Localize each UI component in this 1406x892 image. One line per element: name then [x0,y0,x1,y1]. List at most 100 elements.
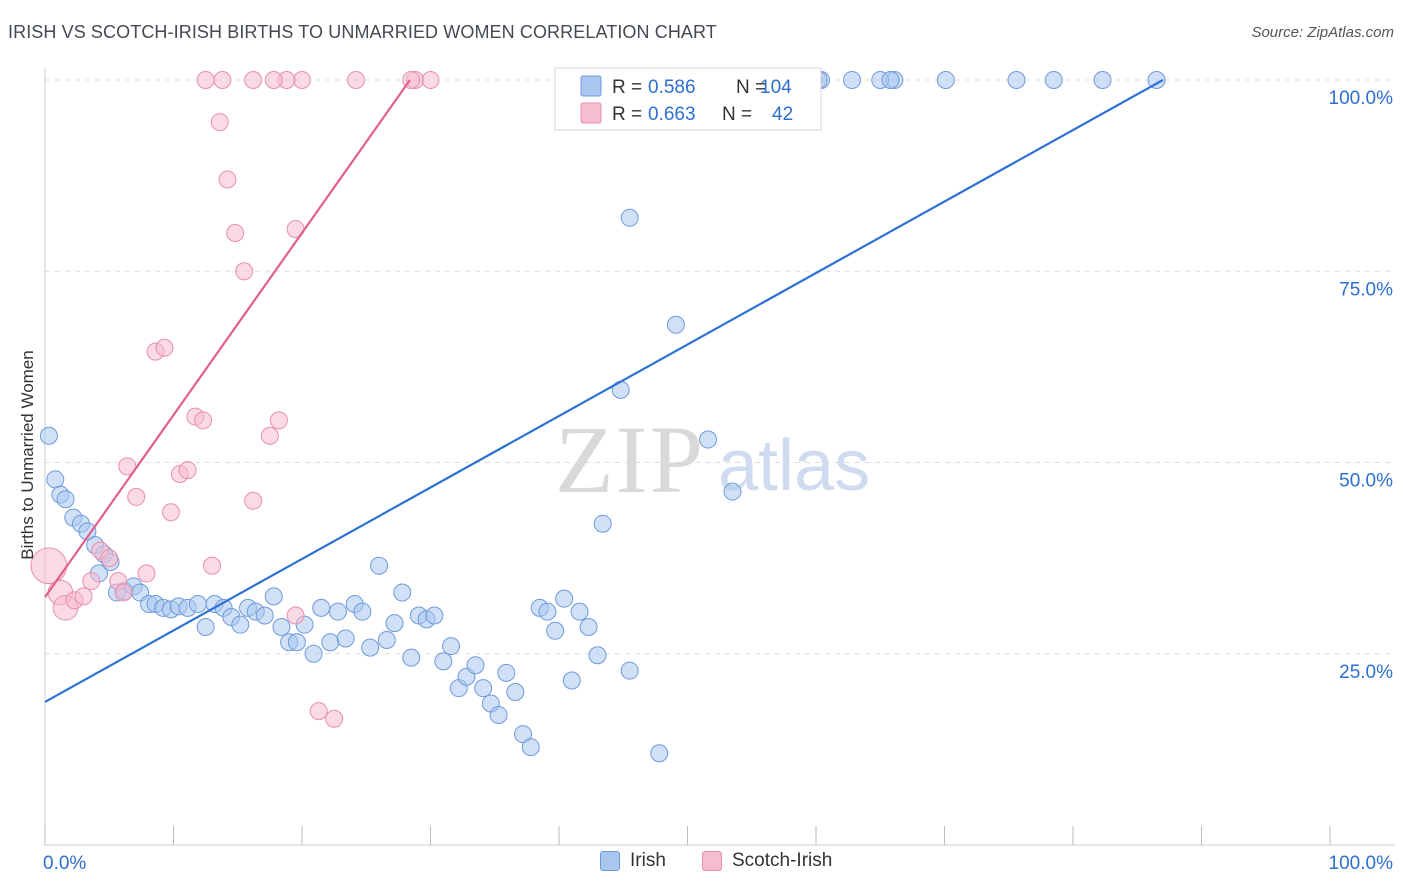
scotch-irish-swatch [702,851,722,871]
watermark-zip: ZIP [555,406,705,513]
irish-point [506,683,525,701]
irish-point [56,490,75,509]
irish-point [312,598,331,617]
scotch-irish-point [325,709,344,728]
y-tick-label-50: 50.0% [1339,471,1393,492]
scotch-irish-point [114,583,133,602]
scotch-irish-point [244,71,263,89]
scotch-irish-point [293,71,311,89]
irish-swatch [600,851,620,871]
irish-point [1044,71,1063,89]
scotch-irish-point [264,71,283,89]
irish-trend-line [44,79,1164,703]
irish-legend-swatch [580,75,602,97]
scotch-irish-point [155,338,174,357]
irish-point [881,71,900,89]
irish-point [255,606,274,625]
irish-point [562,671,581,690]
legend-item-scotch-irish[interactable]: Scotch-Irish [702,850,832,872]
irish-point [78,522,97,541]
scotch-irish-point [309,702,328,721]
source-label: Source: ZipAtlas.com [1251,24,1394,41]
irish-point [196,617,215,636]
y-tick-label-75: 75.0% [1339,279,1393,300]
irish-point [936,71,955,89]
y-axis-label: Births to Unmarried Women [18,350,37,559]
irish-point [650,744,669,763]
irish-point [1093,71,1112,89]
irish-point [231,615,250,634]
scotch-irish-point [203,556,222,575]
irish-point [377,630,396,649]
legend-label-scotch-irish: Scotch-Irish [732,850,833,871]
scotch-irish-series [30,71,440,728]
irish-point [489,705,508,724]
irish-n-value: 104 [760,77,792,98]
irish-point [588,646,607,665]
y-tick-label-100: 100.0% [1329,88,1394,109]
irish-point [474,679,493,698]
x-tick-label-min: 0.0% [43,853,86,874]
scotch-n-value: 42 [772,104,793,125]
scotch-irish-point [269,411,288,430]
scotch-irish-point [118,457,137,476]
scotch-irish-point [226,224,245,242]
scotch-n-label: N = [722,104,752,125]
scotch-irish-point [213,71,232,89]
legend-label-irish: Irish [630,850,666,871]
irish-point [442,637,461,656]
irish-point [46,470,65,489]
irish-point [723,482,742,501]
irish-point [620,661,639,680]
irish-point [555,589,574,608]
axes [44,68,1395,846]
scotch-irish-point [235,262,254,281]
scotch-irish-point [244,491,263,510]
irish-point [328,602,347,621]
irish-point [425,606,444,625]
scotch-irish-trend-line [44,79,411,598]
irish-point [842,71,861,89]
irish-point [353,602,372,621]
irish-point [434,652,453,671]
irish-point [385,614,404,633]
scotch-irish-point [100,549,119,568]
irish-point [188,595,207,614]
irish-point [39,426,58,445]
y-tick-label-25: 25.0% [1339,662,1393,683]
irish-point [264,587,283,606]
scotch-r-value: 0.663 [648,104,696,125]
scotch-irish-point [260,426,279,445]
irish-point [570,602,589,621]
watermark-atlas: atlas [718,426,870,506]
irish-point [620,208,639,227]
irish-r-label: R = [612,77,642,98]
scotch-irish-point [161,503,180,522]
irish-point [1007,71,1026,89]
scotch-legend-swatch [580,102,602,124]
legend-item-irish[interactable]: Irish [600,850,666,872]
scotch-irish-point [74,587,93,606]
irish-point [1147,71,1166,89]
scotch-r-label: R = [612,104,642,125]
irish-point [666,315,685,334]
irish-point [304,644,323,663]
trend-lines [44,79,1164,703]
scotch-irish-point [194,411,213,430]
scotch-irish-point [218,170,237,189]
irish-point [336,629,355,648]
scotch-irish-point [82,572,101,591]
x-tick-label-max: 100.0% [1329,853,1394,874]
irish-point [287,633,306,652]
irish-point [593,514,612,533]
scotch-irish-point [127,487,146,506]
irish-point [497,663,516,682]
scotch-irish-point [196,71,215,89]
gridlines [45,79,1395,655]
irish-n-label: N = [736,77,766,98]
irish-point [393,583,412,602]
irish-point [521,738,540,757]
irish-point [538,602,557,621]
chart-title: IRISH VS SCOTCH-IRISH BIRTHS TO UNMARRIE… [8,22,717,42]
